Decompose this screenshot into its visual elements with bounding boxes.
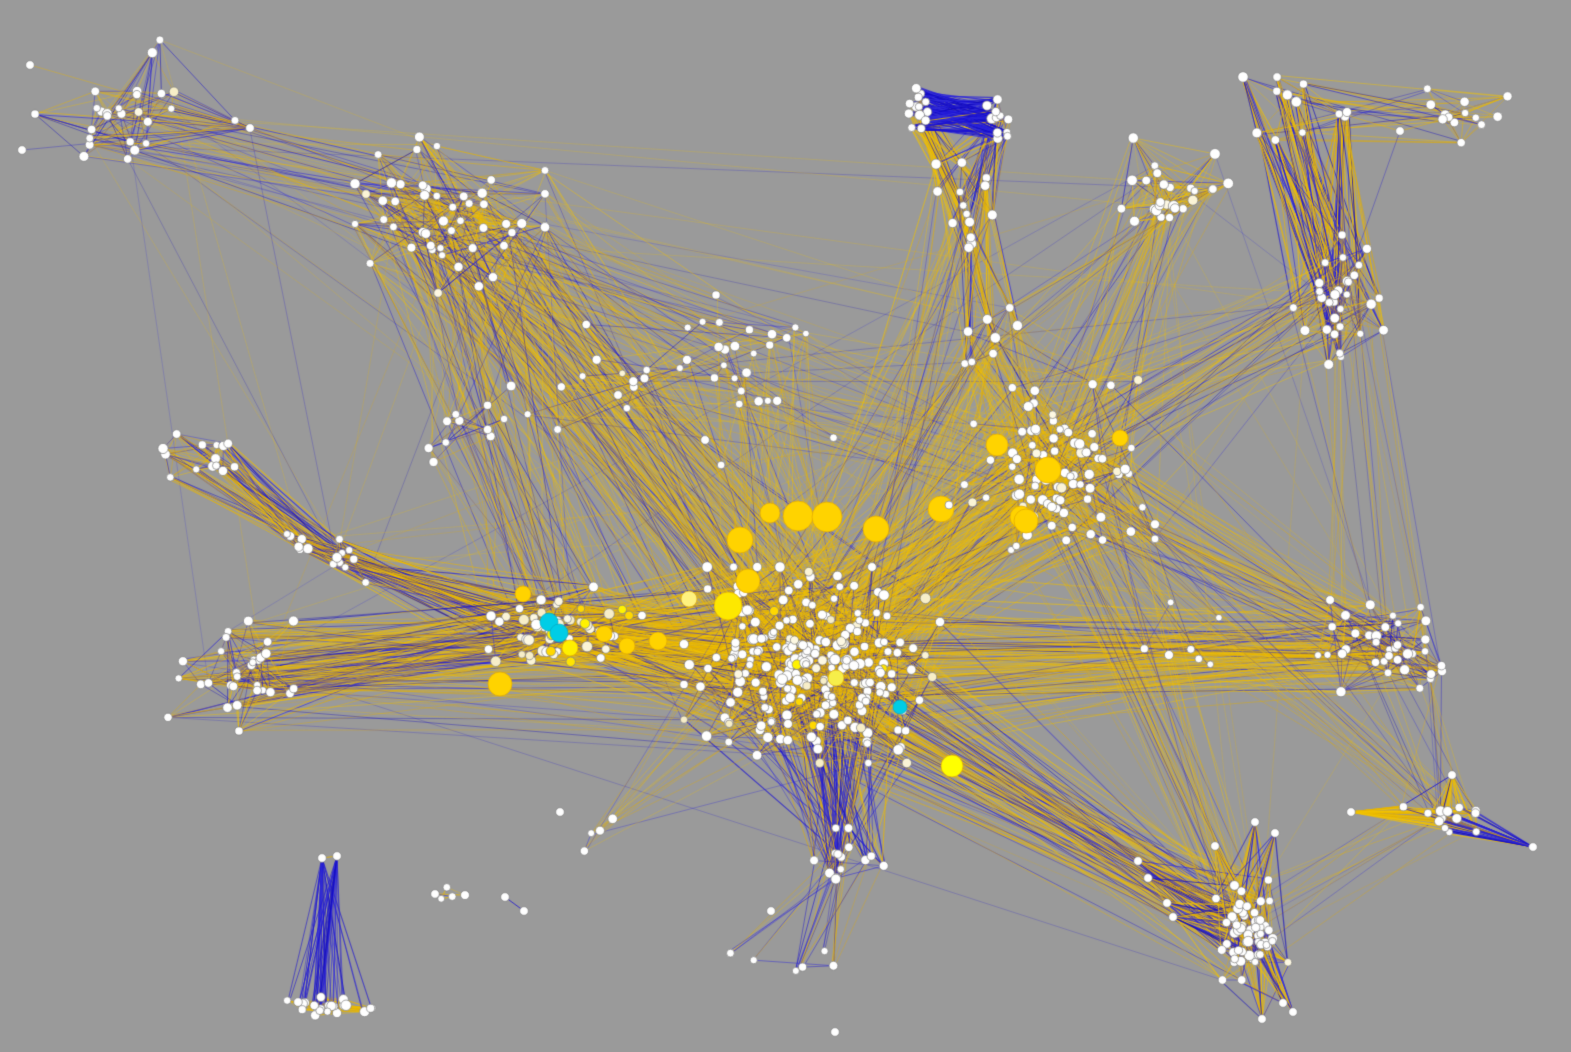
network-graph-canvas[interactable] [0,0,1571,1052]
graph-viewport [0,0,1571,1052]
